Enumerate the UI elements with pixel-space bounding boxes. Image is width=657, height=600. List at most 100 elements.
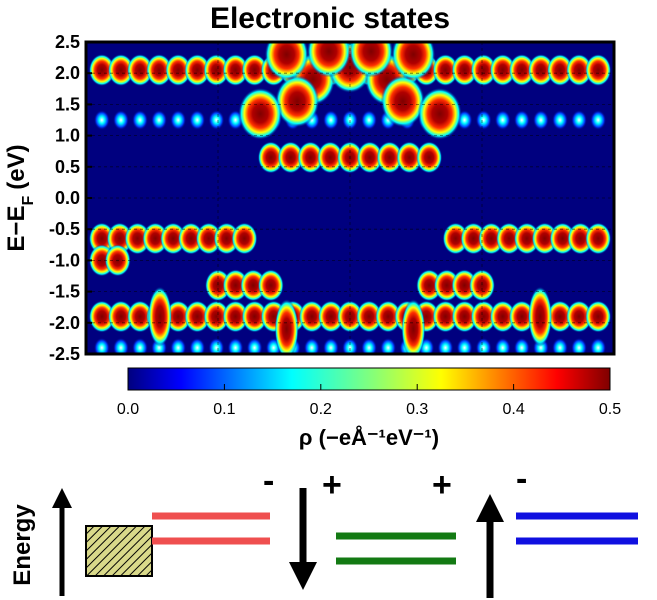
y-tick-label: -0.5 xyxy=(49,219,80,239)
y-tick-label: 1.0 xyxy=(55,126,80,146)
state-blob xyxy=(297,141,324,174)
state-blob xyxy=(317,300,344,333)
state-blob xyxy=(93,337,110,354)
state-blob xyxy=(546,300,573,333)
chart-title: Electronic states xyxy=(210,2,450,35)
state-blob xyxy=(546,54,573,87)
state-blob xyxy=(257,269,284,302)
state-blob xyxy=(585,222,612,255)
state-blob xyxy=(147,286,172,347)
state-blob xyxy=(241,300,268,333)
state-blob xyxy=(146,54,173,87)
state-blob xyxy=(356,300,383,333)
state-blob xyxy=(306,42,351,78)
state-blob xyxy=(585,54,612,87)
state-blob xyxy=(356,141,383,174)
state-blob xyxy=(231,222,258,255)
state-blob xyxy=(337,300,363,333)
state-blob xyxy=(456,337,473,354)
state-blob xyxy=(165,300,192,333)
y-tick-label: -2.5 xyxy=(49,344,80,364)
colorbar-tick-label: 0.4 xyxy=(502,401,524,418)
state-blob xyxy=(451,300,478,333)
state-blob xyxy=(361,337,378,354)
colorbar-tick-label: 0.3 xyxy=(406,401,428,418)
state-blob xyxy=(470,54,497,87)
colorbar-label: ρ (−eÅ⁻¹eV⁻¹) xyxy=(299,424,439,450)
state-blob xyxy=(531,222,558,255)
state-blob xyxy=(170,337,187,354)
state-blob xyxy=(571,337,588,354)
y-tick-label: 0.0 xyxy=(55,188,80,208)
state-blob xyxy=(590,110,607,130)
energy-diagram: Energy - + + - xyxy=(9,460,638,598)
state-blob xyxy=(567,222,594,255)
y-ticks: 2.5 2.0 1.5 1.0 0.5 0.0 -0.5 -1.0 -1.5 -2.0 -2.5 xyxy=(49,32,92,364)
state-blob xyxy=(442,222,469,255)
state-blob xyxy=(489,54,516,87)
state-blob xyxy=(551,110,568,130)
energy-label: Energy xyxy=(9,504,36,586)
state-blob xyxy=(401,299,426,354)
state-blob xyxy=(585,300,612,333)
state-blob xyxy=(475,110,492,130)
state-blob xyxy=(124,222,151,255)
state-blob xyxy=(277,141,304,174)
state-blob xyxy=(127,54,154,87)
state-blob xyxy=(93,110,110,130)
state-blob xyxy=(566,300,593,333)
y-tick-label: -2.0 xyxy=(49,313,80,333)
heatmap-layer xyxy=(88,42,612,354)
colorbar-ticks: 0.0 0.1 0.2 0.3 0.4 0.5 xyxy=(117,384,621,418)
state-blob xyxy=(469,269,495,302)
state-blob xyxy=(566,54,593,87)
state-blob xyxy=(238,87,283,140)
state-blob xyxy=(88,300,115,333)
state-blob xyxy=(184,54,211,87)
state-blob xyxy=(460,222,487,255)
state-blob xyxy=(551,337,568,354)
state-blob xyxy=(470,300,497,333)
state-blob xyxy=(303,337,320,354)
state-blob xyxy=(349,42,394,78)
colorbar-tick-label: 0.2 xyxy=(310,401,332,418)
state-blob xyxy=(528,286,553,347)
state-blob xyxy=(112,337,129,354)
state-blob xyxy=(571,110,588,130)
state-blob xyxy=(127,300,154,333)
state-blob xyxy=(322,110,339,130)
state-blob xyxy=(417,87,462,140)
state-blob xyxy=(513,110,530,130)
state-blob xyxy=(213,222,240,255)
state-blob xyxy=(376,141,403,174)
state-blob xyxy=(317,141,344,174)
state-blob xyxy=(508,300,535,333)
colorbar-tick-label: 0.5 xyxy=(599,401,621,418)
state-blob xyxy=(416,141,443,174)
state-blob xyxy=(274,299,299,354)
state-blob xyxy=(494,110,511,130)
state-blob xyxy=(177,222,204,255)
y-tick-label: -1.0 xyxy=(49,250,80,270)
state-blob xyxy=(342,337,358,354)
state-blob xyxy=(222,300,249,333)
state-blob xyxy=(165,54,192,87)
state-blob xyxy=(451,54,478,87)
state-blob xyxy=(264,42,309,81)
grid-lines xyxy=(86,42,614,354)
state-blob xyxy=(361,110,378,130)
state-blob xyxy=(227,337,244,354)
state-blob xyxy=(257,141,284,174)
state-blob xyxy=(170,110,187,130)
state-blob xyxy=(203,54,230,87)
y-axis-label: E−EF(eV) xyxy=(3,144,37,251)
state-blob xyxy=(432,300,459,333)
state-blob xyxy=(375,300,402,333)
state-blob xyxy=(322,337,339,354)
state-blob xyxy=(275,75,320,128)
state-blob xyxy=(88,54,115,87)
state-blob xyxy=(132,110,149,130)
state-blob xyxy=(549,222,576,255)
state-blob xyxy=(532,110,549,130)
state-blob xyxy=(241,54,268,87)
